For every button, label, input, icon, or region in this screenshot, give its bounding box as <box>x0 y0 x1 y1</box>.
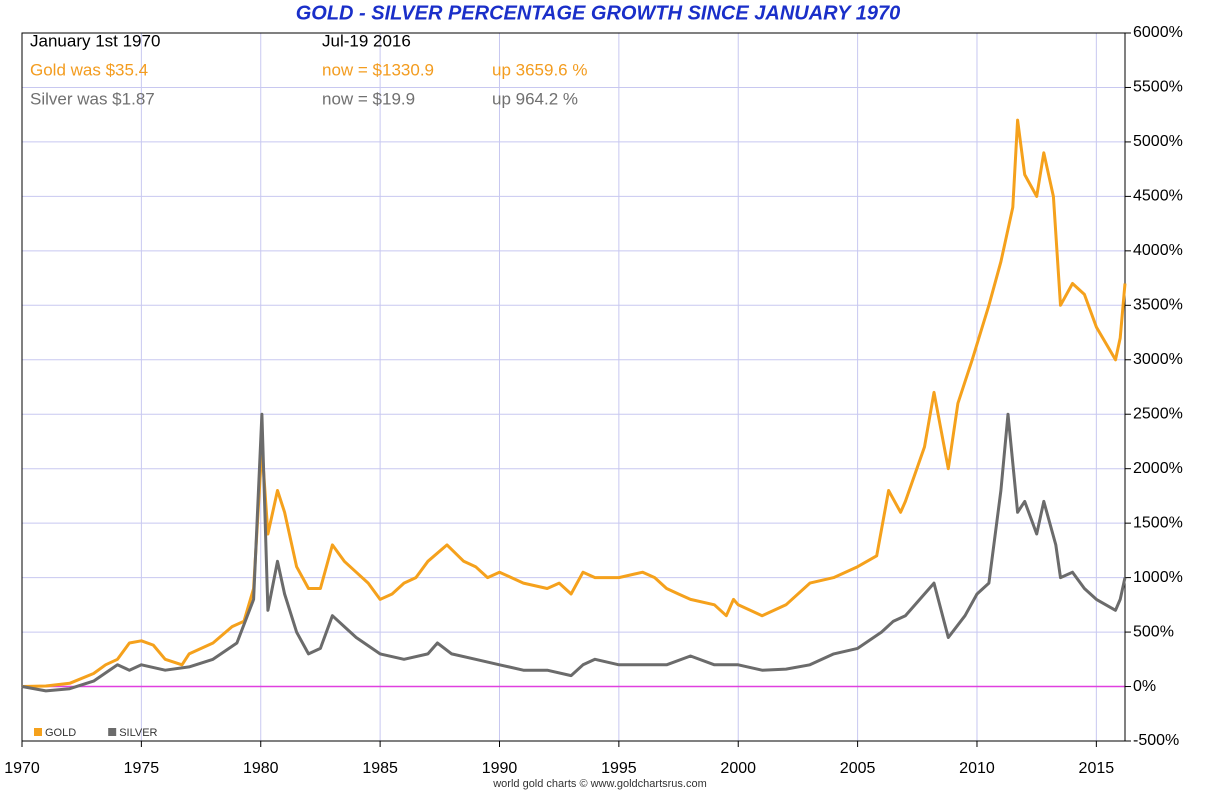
annotation: now = $1330.9 <box>322 60 434 79</box>
x-tick-label: 1980 <box>243 760 279 777</box>
x-tick-label: 2015 <box>1079 760 1115 777</box>
x-tick-label: 1975 <box>124 760 160 777</box>
x-tick-label: 1970 <box>4 760 40 777</box>
legend-label: SILVER <box>119 727 157 739</box>
plot-frame <box>21 32 1126 742</box>
annotation: now = $19.9 <box>322 89 415 108</box>
y-tick-label: 5000% <box>1133 133 1183 150</box>
legend-swatch <box>34 728 42 736</box>
x-tick-label: 2000 <box>720 760 756 777</box>
annotation: Silver was $1.87 <box>30 89 155 108</box>
y-tick-label: 2000% <box>1133 460 1183 477</box>
y-tick-label: 5500% <box>1133 79 1183 96</box>
annotation: up 964.2 % <box>492 89 578 108</box>
y-tick-label: 4000% <box>1133 242 1183 259</box>
x-tick-label: 1990 <box>482 760 518 777</box>
x-tick-label: 2005 <box>840 760 876 777</box>
y-tick-label: 0% <box>1133 678 1156 695</box>
y-tick-label: 3000% <box>1133 351 1183 368</box>
x-tick-label: 1995 <box>601 760 637 777</box>
series-line <box>21 412 1127 693</box>
x-tick-label: 2010 <box>959 760 995 777</box>
y-tick-label: 3500% <box>1133 297 1183 314</box>
y-tick-label: 2500% <box>1133 405 1183 422</box>
series-line <box>21 118 1127 688</box>
x-tick-label: 1985 <box>362 760 398 777</box>
y-tick-label: 6000% <box>1133 24 1183 41</box>
annotation: Jul-19 2016 <box>322 31 411 50</box>
y-tick-label: 4500% <box>1133 188 1183 205</box>
legend-swatch <box>108 728 117 736</box>
annotation: up 3659.6 % <box>492 60 587 79</box>
source: world gold charts © www.goldchartsrus.co… <box>492 778 707 790</box>
annotation: January 1st 1970 <box>30 31 160 50</box>
plot-area <box>22 33 1125 741</box>
y-tick-label: 1500% <box>1133 514 1183 531</box>
y-tick-label: -500% <box>1133 732 1179 749</box>
y-tick-label: 500% <box>1133 623 1174 640</box>
legend-label: GOLD <box>45 727 76 739</box>
chart-title: GOLD - SILVER PERCENTAGE GROWTH SINCE JA… <box>296 2 901 24</box>
annotation: Gold was $35.4 <box>30 60 148 79</box>
y-tick-label: 1000% <box>1133 569 1183 586</box>
